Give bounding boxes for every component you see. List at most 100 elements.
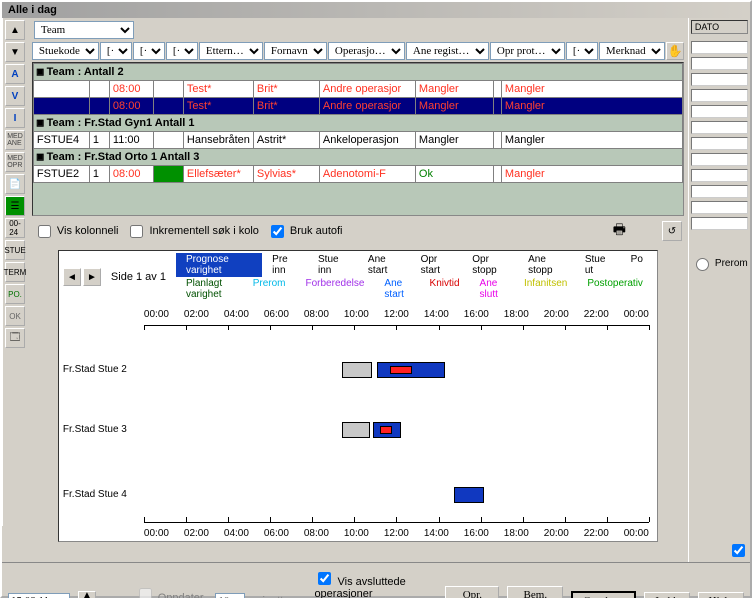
oppdater-hvert-check[interactable]: Oppdater hvert <box>135 585 208 598</box>
grid-cell[interactable]: Test* <box>183 81 253 98</box>
sort-column-3[interactable]: [·] <box>166 42 198 60</box>
grid-cell[interactable]: FSTUE4 <box>33 132 89 149</box>
timeline-bar[interactable] <box>377 362 445 378</box>
down-icon[interactable]: ▼ <box>5 42 25 62</box>
inkrementell-checkbox[interactable]: Inkrementell søk i kolo <box>126 222 258 241</box>
sort-column-7[interactable]: Ane regist… <box>406 42 489 60</box>
timeline-bar[interactable] <box>454 487 484 503</box>
grid-cell[interactable]: Ok <box>415 166 493 183</box>
grid-cell[interactable] <box>33 81 89 98</box>
sort-column-2[interactable]: [·] <box>133 42 165 60</box>
sort-column-1[interactable]: [·] <box>100 42 132 60</box>
data-grid[interactable]: ▣ Team : Antall 208:00Test*Brit*Andre op… <box>32 62 684 216</box>
grid-cell[interactable] <box>493 98 501 115</box>
legend-label: Infanitsen <box>514 277 577 301</box>
grid-cell[interactable]: 08:00 <box>109 81 153 98</box>
vis-avsluttede-check[interactable]: Vis avsluttede operasjoner <box>314 569 429 598</box>
grid-cell[interactable] <box>153 81 183 98</box>
palette-icon[interactable]: 🗔 <box>5 328 25 348</box>
time-icon[interactable]: 00-24 <box>5 218 25 238</box>
axis-tick-label: 18:00 <box>504 528 529 539</box>
ok-icon[interactable]: OK <box>5 306 25 326</box>
timeline-bar[interactable] <box>342 422 370 438</box>
sort-column-4[interactable]: Ettern… <box>199 42 263 60</box>
page-prev-button[interactable]: ◄ <box>63 268 81 286</box>
grid-cell[interactable]: Adenotomi-F <box>319 166 415 183</box>
grid-cell[interactable]: 1 <box>89 132 109 149</box>
grid-cell[interactable] <box>493 166 501 183</box>
grid-cell[interactable] <box>153 166 183 183</box>
grid-cell[interactable]: Mangler <box>415 81 493 98</box>
grid-cell[interactable]: Mangler <box>501 166 682 183</box>
grid-cell[interactable]: Mangler <box>501 98 682 115</box>
grid-cell[interactable]: Andre operasjor <box>319 98 415 115</box>
sort-column-6[interactable]: Operasjo… <box>328 42 405 60</box>
grid-options-row: Vis kolonneli Inkrementell søk i kolo Br… <box>28 216 688 246</box>
bem-plan-button[interactable]: Bem. plan <box>507 586 563 598</box>
grid-cell[interactable]: Ellefsæter* <box>183 166 253 183</box>
grid-cell[interactable]: Andre operasjor <box>319 81 415 98</box>
grid-cell[interactable]: Brit* <box>253 81 319 98</box>
axis-tick-label: 16:00 <box>464 528 489 539</box>
grid-cell[interactable]: 08:00 <box>109 166 153 183</box>
grid-cell[interactable]: 1 <box>89 166 109 183</box>
opr-prog-button[interactable]: Opr. prog <box>445 586 499 598</box>
grid-cell[interactable] <box>493 132 501 149</box>
hjelp-button[interactable]: Hjelp <box>698 592 744 598</box>
filter-combo[interactable]: Team <box>34 21 134 39</box>
grid-cell[interactable]: Mangler <box>415 132 493 149</box>
letter-i-icon[interactable]: I <box>5 108 25 128</box>
date-up-icon[interactable]: ▲ <box>78 591 96 598</box>
grid-cell[interactable] <box>493 81 501 98</box>
grid-cell[interactable]: Mangler <box>501 132 682 149</box>
dato-badge[interactable]: DATO <box>691 20 748 34</box>
grid-cell[interactable]: Ankeloperasjon <box>319 132 415 149</box>
grid-cell[interactable]: Test* <box>183 98 253 115</box>
grid-cell[interactable]: FSTUE2 <box>33 166 89 183</box>
med-ane-icon[interactable]: MEDANE <box>5 130 25 150</box>
vis-kolonne-checkbox[interactable]: Vis kolonneli <box>34 222 119 241</box>
up-icon[interactable]: ▲ <box>5 20 25 40</box>
print-icon[interactable]: 🖶 <box>613 219 626 243</box>
bruk-autofi-checkbox[interactable]: Bruk autofi <box>267 222 343 241</box>
grid-cell[interactable]: Mangler <box>501 81 682 98</box>
final-check[interactable] <box>728 541 748 560</box>
group-header[interactable]: ▣ Team : Fr.Stad Orto 1 Antall 3 <box>33 149 682 166</box>
grid-cell[interactable]: Sylvias* <box>253 166 319 183</box>
sort-column-9[interactable]: [·] <box>566 42 598 60</box>
timeline-bar[interactable] <box>342 362 372 378</box>
letter-v-icon[interactable]: V <box>5 86 25 106</box>
sort-column-8[interactable]: Opr prot… <box>490 42 565 60</box>
sort-column-5[interactable]: Fornavn <box>264 42 327 60</box>
grid-cell[interactable]: 08:00 <box>109 98 153 115</box>
stue-icon[interactable]: STUE <box>5 240 25 260</box>
hand-icon[interactable]: ✋ <box>666 42 684 60</box>
date-field[interactable] <box>8 593 70 598</box>
grid-cell[interactable] <box>89 81 109 98</box>
folder-icon[interactable]: 📄 <box>5 174 25 194</box>
sort-column-0[interactable]: Stuekode <box>32 42 99 60</box>
page-next-button[interactable]: ► <box>83 268 101 286</box>
grid-cell[interactable] <box>89 98 109 115</box>
grid-cell[interactable]: Hansebråten <box>183 132 253 149</box>
team-icon[interactable]: TERM <box>5 262 25 282</box>
grid-cell[interactable]: 11:00 <box>109 132 153 149</box>
lukk-button[interactable]: Lukk <box>644 592 689 598</box>
grid-cell[interactable] <box>153 98 183 115</box>
grid-cell[interactable] <box>33 98 89 115</box>
letter-a-icon[interactable]: A <box>5 64 25 84</box>
sort-column-10[interactable]: Merknad <box>599 42 665 60</box>
grid-cell[interactable]: Astrit* <box>253 132 319 149</box>
reset-icon[interactable]: ↺ <box>662 221 682 241</box>
timeline-bar[interactable] <box>373 422 401 438</box>
grid-cell[interactable]: Brit* <box>253 98 319 115</box>
grid-cell[interactable] <box>153 132 183 149</box>
group-header[interactable]: ▣ Team : Antall 2 <box>33 64 682 81</box>
po-icon[interactable]: PO. <box>5 284 25 304</box>
grid-cell[interactable]: Mangler <box>415 98 493 115</box>
med-opr-icon[interactable]: MEDOPR <box>5 152 25 172</box>
oppdater-button[interactable]: Oppdater <box>571 591 636 598</box>
group-header[interactable]: ▣ Team : Fr.Stad Gyn1 Antall 1 <box>33 115 682 132</box>
log-icon[interactable]: ☰ <box>5 196 25 216</box>
prerom-radio[interactable]: Prerom <box>691 255 748 271</box>
